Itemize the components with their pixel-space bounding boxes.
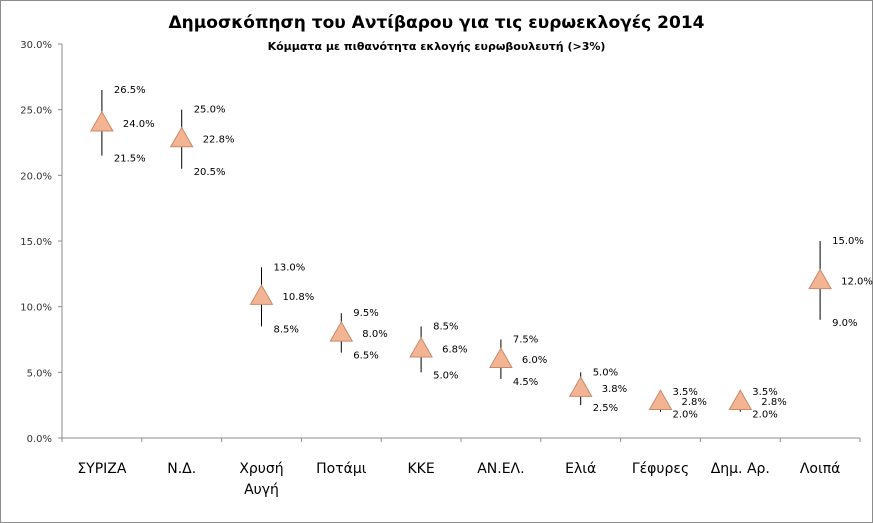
category-label: ΣΥΡΙΖΑ <box>77 461 127 477</box>
category-label: Χρυσή <box>239 461 283 477</box>
high-value-label: 9.5% <box>353 308 378 319</box>
estimate-value-label: 24.0% <box>123 119 155 130</box>
high-value-label: 8.5% <box>433 321 458 332</box>
estimate-value-label: 8.0% <box>362 329 387 340</box>
estimate-marker <box>648 389 673 410</box>
low-value-label: 8.5% <box>274 324 299 335</box>
y-tick-label: 25.0% <box>20 106 52 117</box>
y-tick-label: 30.0% <box>20 40 52 51</box>
chart-subtitle: Κόμματα με πιθανότητα εκλογής ευρωβουλευ… <box>267 40 606 53</box>
low-value-label: 2.0% <box>673 410 698 421</box>
category-label: ΚΚΕ <box>407 461 434 477</box>
estimate-marker <box>249 284 274 305</box>
estimate-value-label: 12.0% <box>841 276 873 287</box>
high-value-label: 25.0% <box>194 105 226 116</box>
high-value-label: 3.5% <box>673 387 698 398</box>
y-tick-label: 0.0% <box>27 434 52 445</box>
estimate-marker <box>568 376 593 397</box>
estimate-marker <box>90 110 114 132</box>
high-value-label: 5.0% <box>593 367 618 378</box>
low-value-label: 5.0% <box>433 370 458 381</box>
estimate-marker <box>489 347 513 368</box>
low-value-label: 9.0% <box>832 318 857 329</box>
estimate-marker <box>329 320 354 342</box>
category-label: ΑΝ.ΕΛ. <box>477 461 524 477</box>
estimate-value-label: 10.8% <box>283 292 315 303</box>
estimate-value-label: 2.8% <box>682 397 707 408</box>
low-value-label: 20.5% <box>194 167 226 178</box>
estimate-value-label: 6.0% <box>522 355 547 366</box>
high-value-label: 13.0% <box>274 262 306 273</box>
category-label: Ποτάμι <box>316 461 367 477</box>
estimate-value-label: 2.8% <box>761 397 786 408</box>
high-value-label: 7.5% <box>513 335 538 346</box>
estimate-value-label: 3.8% <box>602 384 627 395</box>
category-label: Λοιπά <box>800 461 841 477</box>
low-value-label: 21.5% <box>114 154 146 165</box>
estimate-marker <box>808 268 832 290</box>
estimate-value-label: 6.8% <box>442 345 467 356</box>
y-tick-label: 20.0% <box>20 171 52 182</box>
y-tick-label: 5.0% <box>27 368 52 379</box>
estimate-marker <box>169 126 194 148</box>
low-value-label: 2.5% <box>593 403 618 414</box>
y-tick-label: 15.0% <box>20 237 52 248</box>
high-value-label: 3.5% <box>752 387 777 398</box>
y-tick-label: 10.0% <box>20 303 52 314</box>
category-label: Γέφυρες <box>632 461 689 477</box>
category-label: Αυγή <box>244 482 279 498</box>
estimate-marker <box>409 336 433 358</box>
high-value-label: 15.0% <box>832 236 864 247</box>
low-value-label: 6.5% <box>353 351 378 362</box>
estimate-marker <box>728 389 753 410</box>
category-label: Ελιά <box>565 461 596 477</box>
category-label: Δημ. Αρ. <box>711 461 770 477</box>
high-value-label: 26.5% <box>114 85 146 96</box>
low-value-label: 2.0% <box>752 410 777 421</box>
category-label: Ν.Δ. <box>167 461 196 477</box>
estimate-value-label: 22.8% <box>203 135 235 146</box>
low-value-label: 4.5% <box>513 377 538 388</box>
chart-title: Δημοσκόπηση του Αντίβαρου για τις ευρωεκ… <box>168 13 705 33</box>
